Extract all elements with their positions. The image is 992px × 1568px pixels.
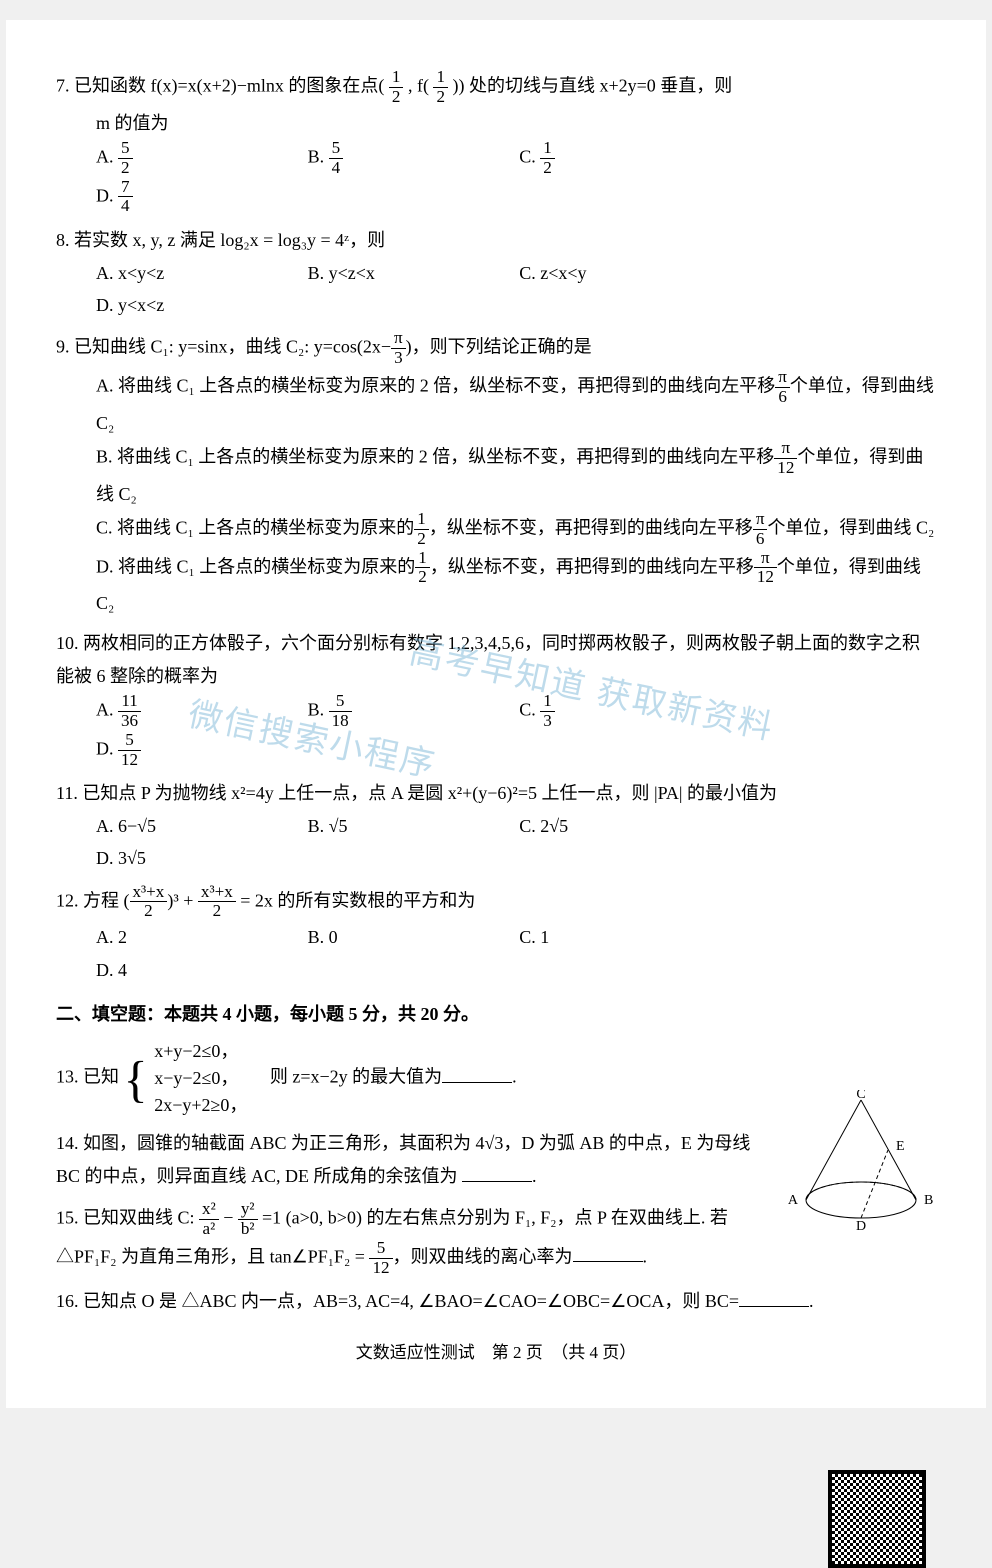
page-footer: 文数适应性测试 第 2 页 （共 4 页） [56,1338,936,1369]
q13-num: 13. [56,1067,79,1087]
question-16: 16. 已知点 O 是 △ABC 内一点，AB=3, AC=4, ∠BAO=∠C… [56,1285,936,1317]
q7-tail: m 的值为 [96,107,936,139]
q8-num: 8. [56,230,70,250]
q7-stem-a: 已知函数 f(x)=x(x+2)−mlnx 的图象在点( [74,75,384,95]
question-9: 9. 已知曲线 C₁: y=sinx，曲线 C₂: y=cos(2x−π3)，则… [56,329,936,619]
q8-stem: 若实数 x, y, z 满足 log₂x = log₃y = 4ᶻ，则 [74,230,385,250]
question-10: 10. 两枚相同的正方体骰子，六个面分别标有数字 1,2,3,4,5,6，同时掷… [56,627,936,769]
q16-num: 16. [56,1291,79,1311]
q9-opt-a: A. 将曲线 C₁ 上各点的横坐标变为原来的 2 倍，纵坐标不变，再把得到的曲线… [96,368,936,439]
question-12: 12. 方程 (x³+x2)³ + x³+x2 = 2x 的所有实数根的平方和为… [56,883,936,986]
blank-16 [739,1288,809,1307]
section-2-title: 二、填空题：本题共 4 小题，每小题 5 分，共 20 分。 [56,998,936,1030]
svg-text:C: C [856,1090,865,1102]
exam-page: 微信搜索小程序 高考早知道 获取新资料 7. 已知函数 f(x)=x(x+2)−… [6,20,986,1408]
blank-15 [573,1243,643,1262]
q7-stem-b: , f( [408,75,429,95]
q10-stem: 两枚相同的正方体骰子，六个面分别标有数字 1,2,3,4,5,6，同时掷两枚骰子… [56,633,920,685]
q11-num: 11. [56,783,78,803]
q11-stem: 已知点 P 为抛物线 x²=4y 上任一点，点 A 是圆 x²+(y−6)²=5… [82,783,777,803]
q10-num: 10. [56,633,79,653]
svg-text:B: B [924,1193,933,1208]
svg-text:A: A [788,1193,799,1208]
q9-opt-c: C. 将曲线 C₁ 上各点的横坐标变为原来的12，纵坐标不变，再把得到的曲线向左… [96,510,936,549]
question-7: 7. 已知函数 f(x)=x(x+2)−mlnx 的图象在点( 12 , f( … [56,68,936,216]
q14-num: 14. [56,1133,79,1153]
cone-figure: C A B D E [786,1090,936,1230]
q7-num: 7. [56,75,70,95]
blank-13 [442,1064,512,1083]
svg-text:D: D [856,1219,866,1230]
question-8: 8. 若实数 x, y, z 满足 log₂x = log₃y = 4ᶻ，则 A… [56,224,936,321]
q9-num: 9. [56,337,70,357]
q9-opt-d: D. 将曲线 C₁ 上各点的横坐标变为原来的12，纵坐标不变，再把得到的曲线向左… [96,549,936,620]
q12-num: 12. [56,890,79,910]
qr-code-icon [828,1470,926,1568]
question-11: 11. 已知点 P 为抛物线 x²=4y 上任一点，点 A 是圆 x²+(y−6… [56,777,936,874]
q7-stem-c: )) 处的切线与直线 x+2y=0 垂直，则 [453,75,733,95]
q9-opt-b: B. 将曲线 C₁ 上各点的横坐标变为原来的 2 倍，纵坐标不变，再把得到的曲线… [96,439,936,510]
svg-text:E: E [896,1139,905,1154]
q15-num: 15. [56,1208,79,1228]
blank-14 [462,1163,532,1182]
